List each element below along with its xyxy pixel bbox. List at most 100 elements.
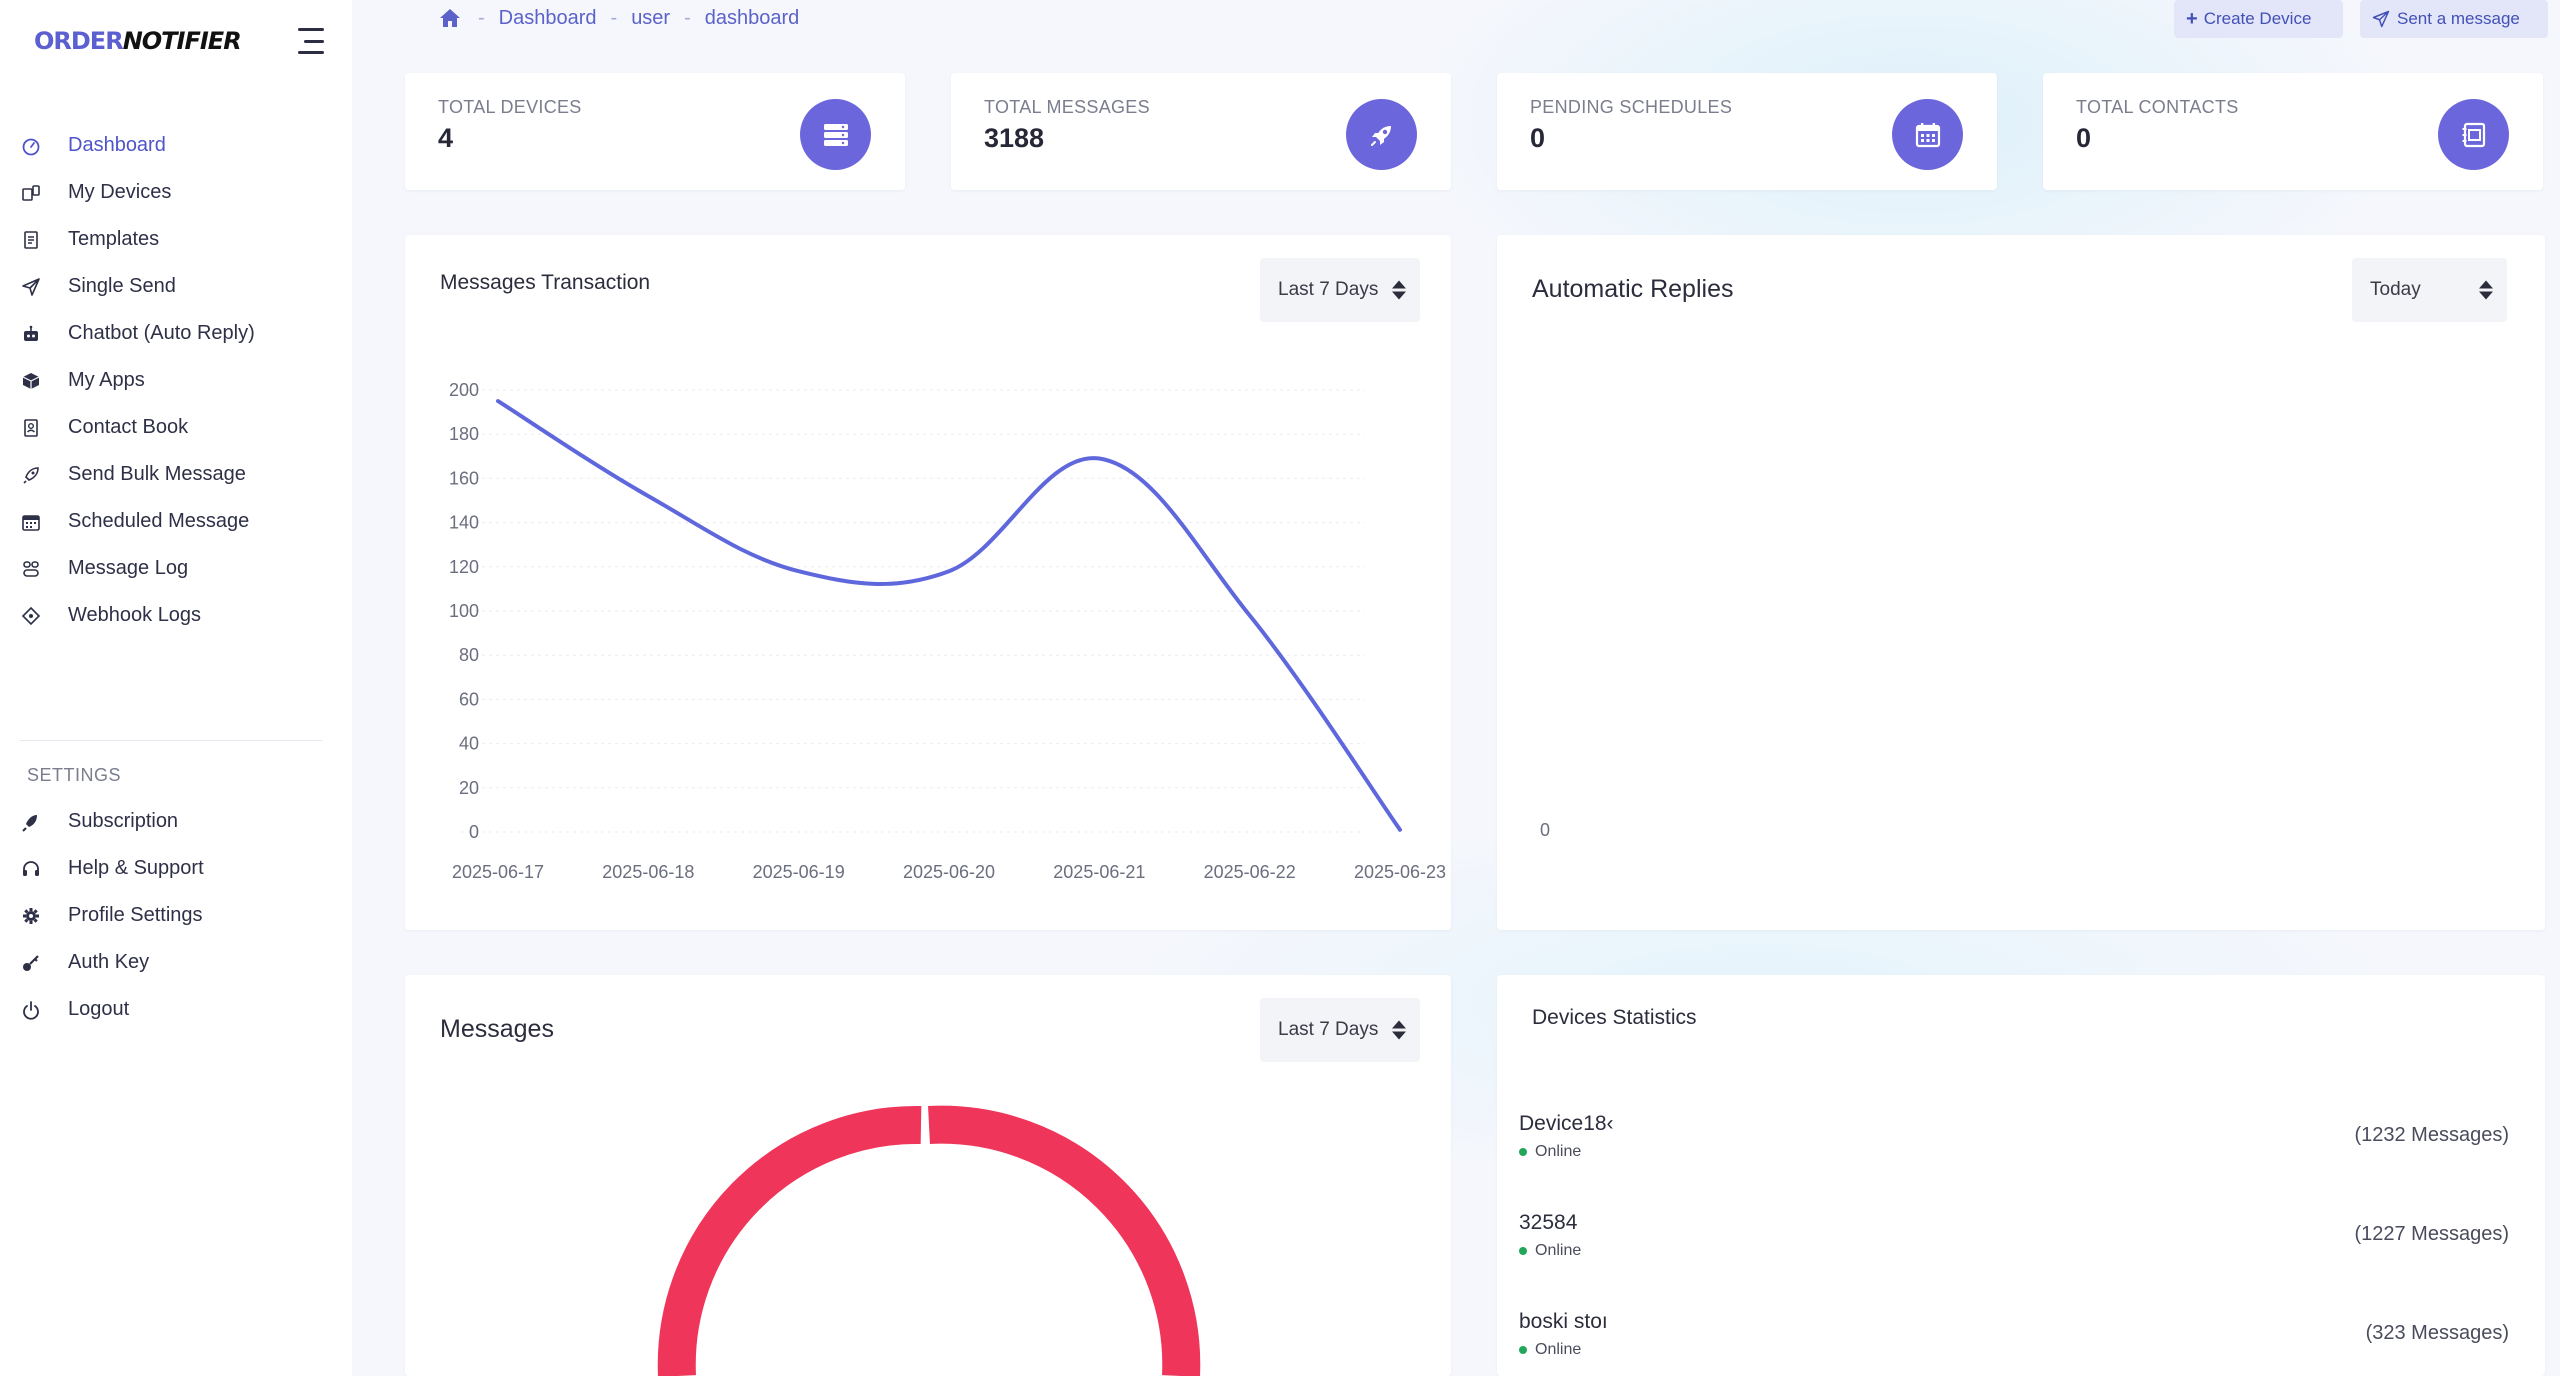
device-row[interactable]: boski stoı Online (323 Messages): [1519, 1310, 2509, 1376]
device-message-count: (323 Messages): [2365, 1322, 2509, 1344]
devices-icon: [20, 182, 42, 204]
messages-period-select[interactable]: Last 7 Days: [1260, 998, 1420, 1062]
stat-value: 4: [438, 123, 454, 153]
sidebar-item-label: Templates: [68, 228, 160, 250]
online-dot-icon: [1519, 1148, 1527, 1156]
x-tick-label: 2025-06-22: [1204, 862, 1296, 882]
sidebar-item-profile-settings[interactable]: Profile Settings: [0, 892, 352, 939]
device-name: boski stoı: [1519, 1310, 1608, 1333]
select-value: Last 7 Days: [1278, 279, 1379, 300]
sidebar-item-help-support[interactable]: Help & Support: [0, 845, 352, 892]
sidebar-item-my-apps[interactable]: My Apps: [0, 357, 352, 404]
device-status: Online: [1519, 1242, 1581, 1260]
stat-value: 3188: [984, 123, 1045, 153]
calendar-icon: [20, 511, 42, 533]
sidebar-item-label: Auth Key: [68, 951, 150, 973]
device-row[interactable]: Device18‹ Online (1232 Messages): [1519, 1112, 2509, 1182]
sidebar: ORDER NOTIFIER Dashboard My Devices Templa…: [0, 0, 352, 1376]
settings-section-label: SETTINGS: [27, 765, 122, 785]
select-value: Today: [2370, 279, 2421, 300]
log-icon: [20, 558, 42, 580]
sidebar-item-send-bulk-message[interactable]: Send Bulk Message: [0, 451, 352, 498]
dashboard-icon: [20, 135, 42, 157]
gear-icon: [20, 905, 42, 927]
stat-card-total-contacts: TOTAL CONTACTS 0: [2043, 73, 2543, 190]
home-icon[interactable]: [438, 7, 462, 29]
sent-message-button[interactable]: Sent a message: [2360, 0, 2548, 38]
stat-card-pending-schedules: PENDING SCHEDULES 0: [1497, 73, 1997, 190]
stat-label: PENDING SCHEDULES: [1530, 97, 1733, 117]
create-device-button[interactable]: + Create Device: [2174, 0, 2343, 38]
sidebar-item-label: Single Send: [68, 275, 176, 297]
calendar-icon: [1892, 99, 1963, 170]
sidebar-item-contact-book[interactable]: Contact Book: [0, 404, 352, 451]
online-dot-icon: [1519, 1247, 1527, 1255]
sidebar-item-webhook-logs[interactable]: Webhook Logs: [0, 592, 352, 639]
replies-period-select[interactable]: Today: [2352, 258, 2507, 322]
menu-toggle-icon[interactable]: [294, 28, 324, 54]
settings-divider: [20, 740, 322, 741]
sidebar-item-scheduled-message[interactable]: Scheduled Message: [0, 498, 352, 545]
donut-segment: [928, 1105, 1201, 1376]
breadcrumb-current[interactable]: dashboard: [704, 6, 800, 29]
contact-book-icon: [20, 417, 42, 439]
device-status: Online: [1519, 1341, 1581, 1359]
sidebar-item-templates[interactable]: Templates: [0, 216, 352, 263]
panel-title: Automatic Replies: [1532, 275, 1734, 303]
device-status: Online: [1519, 1143, 1581, 1161]
headset-icon: [20, 858, 42, 880]
y-tick-label: 160: [449, 468, 479, 488]
y-tick-label: 100: [449, 601, 479, 621]
stat-label: TOTAL CONTACTS: [2076, 97, 2239, 117]
y-tick-label: 20: [459, 778, 479, 798]
sidebar-item-single-send[interactable]: Single Send: [0, 263, 352, 310]
y-tick-label: 180: [449, 424, 479, 444]
y-tick-label: 0: [469, 822, 479, 842]
device-name: Device18‹: [1519, 1112, 1614, 1135]
breadcrumb-dashboard[interactable]: Dashboard: [498, 6, 597, 29]
sidebar-item-chatbot-auto-reply[interactable]: Chatbot (Auto Reply): [0, 310, 352, 357]
sidebar-item-label: Webhook Logs: [68, 604, 202, 626]
automatic-replies-panel: Automatic Replies Today 0: [1497, 235, 2545, 930]
select-arrows-icon: [2479, 280, 2493, 300]
brand-logo[interactable]: ORDER NOTIFIER: [34, 26, 242, 56]
breadcrumb: - Dashboard - user - dashboard: [438, 4, 799, 32]
sidebar-item-subscription[interactable]: Subscription: [0, 798, 352, 845]
sidebar-item-logout[interactable]: Logout: [0, 986, 352, 1033]
select-arrows-icon: [1392, 1020, 1406, 1040]
sidebar-item-label: Send Bulk Message: [68, 463, 246, 485]
key-icon: [20, 952, 42, 974]
sidebar-item-label: My Apps: [68, 369, 145, 391]
brand-part1: ORDER: [34, 27, 124, 55]
sidebar-item-label: Help & Support: [68, 857, 204, 879]
transaction-period-select[interactable]: Last 7 Days: [1260, 258, 1420, 322]
brand-part2: NOTIFIER: [122, 27, 242, 55]
messages-panel: Messages Last 7 Days: [405, 975, 1451, 1376]
sidebar-item-my-devices[interactable]: My Devices: [0, 169, 352, 216]
sidebar-item-auth-key[interactable]: Auth Key: [0, 939, 352, 986]
sidebar-item-message-log[interactable]: Message Log: [0, 545, 352, 592]
breadcrumb-user[interactable]: user: [631, 6, 671, 29]
y-tick-label: 120: [449, 557, 479, 577]
sidebar-item-label: Logout: [68, 998, 130, 1020]
settings-nav: Subscription Help & Support Profile Settin…: [0, 798, 352, 1033]
paper-plane-icon: [2372, 10, 2390, 28]
rocket-icon: [20, 464, 42, 486]
create-device-label: Create Device: [2203, 9, 2312, 28]
select-value: Last 7 Days: [1278, 1019, 1379, 1040]
sidebar-item-label: Subscription: [68, 810, 179, 832]
device-row[interactable]: 32584 Online (1227 Messages): [1519, 1211, 2509, 1281]
sidebar-item-dashboard[interactable]: Dashboard: [0, 122, 352, 169]
stat-card-total-devices: TOTAL DEVICES 4: [405, 73, 905, 190]
online-dot-icon: [1519, 1346, 1527, 1354]
x-tick-label: 2025-06-18: [602, 862, 694, 882]
templates-icon: [20, 229, 42, 251]
server-icon: [800, 99, 871, 170]
panel-title: Messages: [440, 1015, 554, 1043]
sidebar-nav: Dashboard My Devices Templates Single Send C…: [0, 122, 352, 639]
x-tick-label: 2025-06-20: [903, 862, 995, 882]
device-message-count: (1232 Messages): [2354, 1124, 2509, 1146]
y-tick-label: 80: [459, 645, 479, 665]
sidebar-item-label: Chatbot (Auto Reply): [68, 322, 255, 344]
power-icon: [20, 999, 42, 1021]
